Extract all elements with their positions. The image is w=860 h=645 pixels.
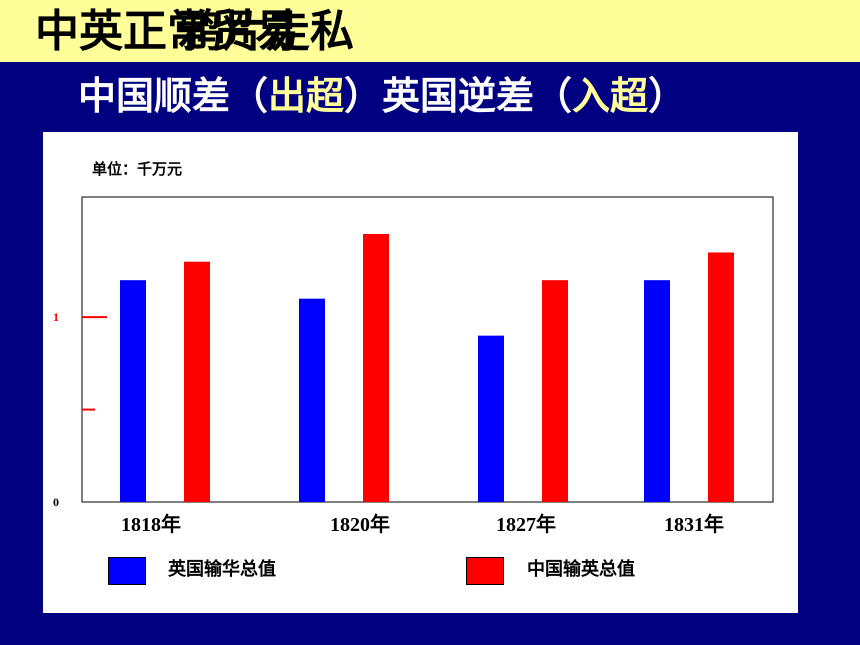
legend-label-britain: 英国输华总值	[168, 559, 276, 580]
y-tick-label-0: 0	[53, 495, 59, 509]
bar-china-1	[363, 233, 389, 502]
bar-china-2	[542, 280, 568, 502]
x-tick-label-1: 1820年	[330, 512, 390, 536]
chart-panel	[43, 132, 798, 613]
bar-britain-3	[644, 280, 670, 502]
page-title-trade: 中英正常贸易	[35, 6, 299, 57]
x-tick-label-3: 1831年	[664, 512, 724, 536]
title-banner: 中英正常贸易 鸦片走私	[0, 0, 860, 62]
legend-swatch-britain	[108, 557, 146, 585]
bar-china-0	[184, 261, 210, 502]
bar-britain-2	[478, 335, 504, 502]
plot-frame	[81, 196, 774, 503]
x-tick-label-0: 1818年	[121, 512, 181, 536]
subtitle-highlight-import: 入超	[572, 74, 649, 118]
subtitle-part2: ）英国逆差（	[344, 74, 573, 118]
bar-china-3	[708, 252, 734, 502]
bar-britain-1	[299, 298, 325, 502]
legend-swatch-china	[466, 557, 504, 585]
legend-label-china: 中国输英总值	[527, 559, 635, 580]
subtitle-part3: ）	[648, 74, 687, 118]
x-tick-label-2: 1827年	[496, 512, 556, 536]
unit-label: 单位：千万元	[92, 160, 183, 178]
bar-britain-0	[120, 280, 146, 502]
y-tick-label-2: 1	[53, 310, 59, 324]
page-title-opium: 鸦片走私	[178, 6, 354, 57]
subtitle-highlight-export: 出超	[268, 74, 345, 118]
page-subtitle: 中国顺差（出超）英国逆差（入超）	[78, 70, 686, 122]
subtitle-part1: 中国顺差（	[78, 74, 269, 118]
